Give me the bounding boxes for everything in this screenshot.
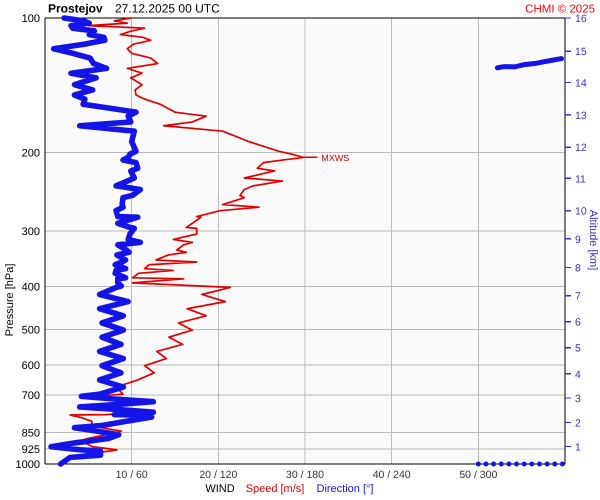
svg-text:40 / 240: 40 / 240 [373, 469, 411, 481]
svg-text:CHMI © 2025: CHMI © 2025 [525, 4, 595, 16]
svg-text:2: 2 [575, 417, 581, 429]
svg-text:10: 10 [575, 206, 587, 218]
svg-text:27.12.2025 00 UTC: 27.12.2025 00 UTC [115, 2, 220, 16]
svg-text:400: 400 [22, 282, 40, 294]
svg-text:50 / 300: 50 / 300 [459, 469, 497, 481]
svg-text:15: 15 [575, 46, 587, 58]
svg-text:Pressure [hPa]: Pressure [hPa] [4, 264, 16, 337]
svg-text:Altitude [km]: Altitude [km] [587, 210, 599, 271]
svg-text:5: 5 [575, 343, 581, 355]
svg-text:700: 700 [22, 390, 40, 402]
svg-text:6: 6 [575, 317, 581, 329]
svg-text:13: 13 [575, 110, 587, 122]
svg-text:14: 14 [575, 78, 587, 90]
svg-text:850: 850 [22, 428, 40, 440]
svg-text:30 / 180: 30 / 180 [286, 469, 324, 481]
svg-text:7: 7 [575, 291, 581, 303]
svg-text:100: 100 [22, 13, 40, 25]
svg-text:Prostejov: Prostejov [48, 2, 103, 16]
svg-text:925: 925 [22, 444, 40, 456]
svg-text:1: 1 [575, 441, 581, 453]
svg-text:8: 8 [575, 263, 581, 275]
svg-text:10 / 60: 10 / 60 [116, 469, 148, 481]
svg-text:600: 600 [22, 360, 40, 372]
svg-text:4: 4 [575, 369, 581, 381]
svg-text:11: 11 [575, 173, 586, 185]
svg-text:Speed [m/s]: Speed [m/s] [246, 483, 305, 495]
svg-text:200: 200 [22, 147, 40, 159]
svg-text:500: 500 [22, 325, 40, 337]
svg-text:MXWS: MXWS [321, 153, 349, 163]
svg-text:20 / 120: 20 / 120 [199, 469, 237, 481]
svg-text:WIND: WIND [205, 483, 234, 495]
svg-text:300: 300 [22, 226, 40, 238]
svg-text:Direction [°]: Direction [°] [317, 483, 374, 495]
svg-text:1000: 1000 [16, 459, 40, 471]
svg-text:3: 3 [575, 393, 581, 405]
svg-text:12: 12 [575, 142, 587, 154]
svg-text:9: 9 [575, 234, 581, 246]
